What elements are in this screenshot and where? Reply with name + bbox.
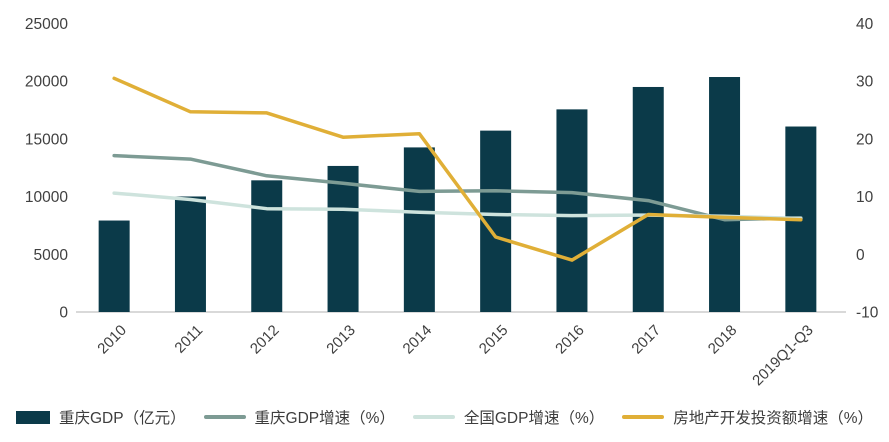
left-axis-tick: 20000 <box>25 74 68 91</box>
x-axis-label: 2017 <box>628 322 664 358</box>
line-series-3 <box>112 76 803 262</box>
x-axis-label: 2019Q1-Q3 <box>749 322 816 389</box>
right-axis-tick: 0 <box>856 247 865 264</box>
line-swatch-icon <box>622 415 665 419</box>
line-swatch-icon <box>203 415 246 419</box>
x-axis-label: 2010 <box>94 322 130 358</box>
x-axis-label: 2012 <box>247 322 283 358</box>
right-axis-tick: -10 <box>856 305 879 322</box>
right-axis-tick: 40 <box>856 16 874 33</box>
right-axis-tick: 30 <box>856 74 874 91</box>
bar-2018 <box>709 77 741 312</box>
legend-label-national-gdp-growth: 全国GDP增速（%） <box>463 410 605 427</box>
legend-item-chongqing-gdp: 重庆GDP（亿元） <box>16 406 186 428</box>
left-axis-tick: 15000 <box>25 131 68 148</box>
bar-2013 <box>327 165 359 312</box>
bar-swatch-icon <box>16 410 50 424</box>
bar-2014 <box>403 147 435 312</box>
legend-item-chongqing-gdp-growth: 重庆GDP增速（%） <box>203 406 395 428</box>
line-swatch-icon <box>412 415 455 419</box>
left-axis-tick: 5000 <box>34 247 69 264</box>
legend-item-national-gdp-growth: 全国GDP增速（%） <box>412 406 605 428</box>
legend-label-chongqing-gdp-growth: 重庆GDP增速（%） <box>254 410 395 427</box>
right-axis-tick: 10 <box>856 189 874 206</box>
x-axis-label: 2011 <box>171 322 206 357</box>
x-axis-label: 2014 <box>400 322 436 358</box>
legend-label-realestate-investment-growth: 房地产开发投资额增速（%） <box>673 410 873 427</box>
legend-label-chongqing-gdp: 重庆GDP（亿元） <box>59 410 186 427</box>
x-axis-label: 2015 <box>476 322 512 358</box>
x-axis-label: 2018 <box>705 322 741 358</box>
combo-chart: 0 5000 10000 15000 20000 25000 -10 0 10 20 30 40 201… <box>25 16 879 389</box>
left-axis-tick: 25000 <box>25 16 68 33</box>
chart-legend: 重庆GDP（亿元） 重庆GDP增速（%） 全国GDP增速（%） 房地产开发投资额… <box>0 406 889 428</box>
line-series-1 <box>112 153 803 222</box>
legend-item-realestate-investment-growth: 房地产开发投资额增速（%） <box>622 406 873 428</box>
bar-2016 <box>556 109 588 312</box>
x-axis-label: 2016 <box>552 322 588 358</box>
right-axis-tick: 20 <box>856 131 874 148</box>
left-axis-tick: 0 <box>59 305 68 322</box>
bar-2010 <box>98 220 130 312</box>
bar-2011 <box>174 196 206 312</box>
x-axis-label: 2013 <box>323 322 359 358</box>
bar-2012 <box>251 180 283 312</box>
left-axis-tick: 10000 <box>25 189 68 206</box>
